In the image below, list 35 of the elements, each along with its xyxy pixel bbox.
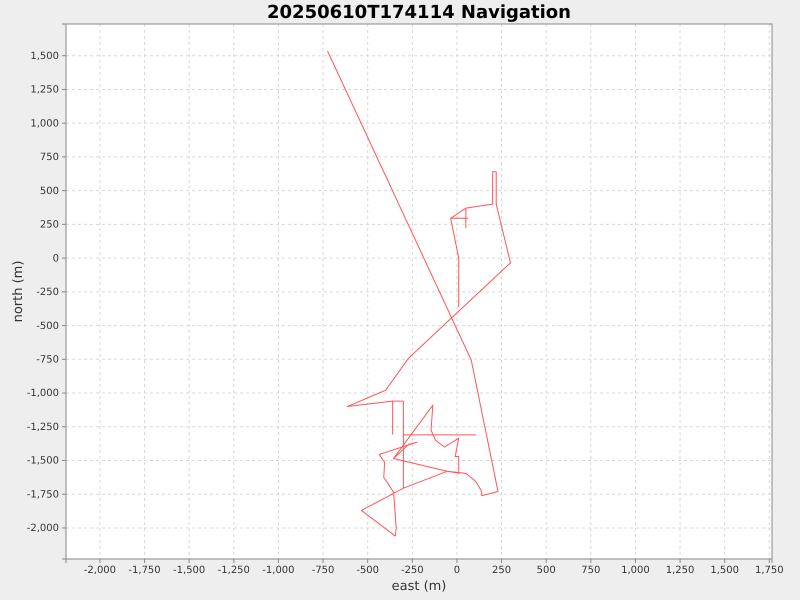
y-tick-label: -500 xyxy=(36,320,59,332)
x-tick-label: 500 xyxy=(536,565,556,576)
x-axis-title: east (m) xyxy=(392,579,446,594)
x-tick-label: -750 xyxy=(312,565,334,576)
y-tick-label: 500 xyxy=(40,186,59,197)
y-tick-label: 1,000 xyxy=(30,118,59,130)
x-tick-label: 1,500 xyxy=(710,565,740,576)
x-tick-label: 750 xyxy=(581,565,600,576)
y-tick-label: -1,750 xyxy=(26,489,59,500)
line-series xyxy=(327,50,511,537)
x-tick-label: -2,000 xyxy=(84,565,116,576)
x-tick-label: -1,250 xyxy=(218,565,250,576)
x-tick-label: -1,500 xyxy=(173,565,206,576)
x-tick-label: 1,750 xyxy=(755,565,784,576)
chart-title: 20250610T174114 Navigation xyxy=(267,2,571,23)
y-tick-label: -1,000 xyxy=(26,388,59,400)
y-tick-label: -750 xyxy=(36,354,59,366)
x-tick-label: -1,000 xyxy=(262,565,295,576)
x-tick-label: 250 xyxy=(492,565,512,576)
x-tick-label: -1,750 xyxy=(128,565,161,576)
y-tick-label: 250 xyxy=(40,220,59,231)
x-tick-label: 1,000 xyxy=(621,565,650,576)
y-axis-title: north (m) xyxy=(11,260,26,322)
x-tick-label: -500 xyxy=(356,565,380,576)
x-tick-label: 0 xyxy=(454,565,460,576)
y-tick-label: 1,500 xyxy=(30,50,59,62)
y-tick-label: -1,500 xyxy=(26,456,59,467)
x-tick-label: 1,250 xyxy=(666,565,694,576)
y-tick-label: -250 xyxy=(36,287,59,298)
y-tick-label: 0 xyxy=(52,253,59,264)
y-tick-label: -2,000 xyxy=(26,523,59,534)
y-tick-label: 1,250 xyxy=(30,84,59,96)
y-tick-label: 750 xyxy=(40,152,59,164)
y-tick-label: -1,250 xyxy=(26,422,59,433)
x-tick-label: -250 xyxy=(400,565,424,576)
